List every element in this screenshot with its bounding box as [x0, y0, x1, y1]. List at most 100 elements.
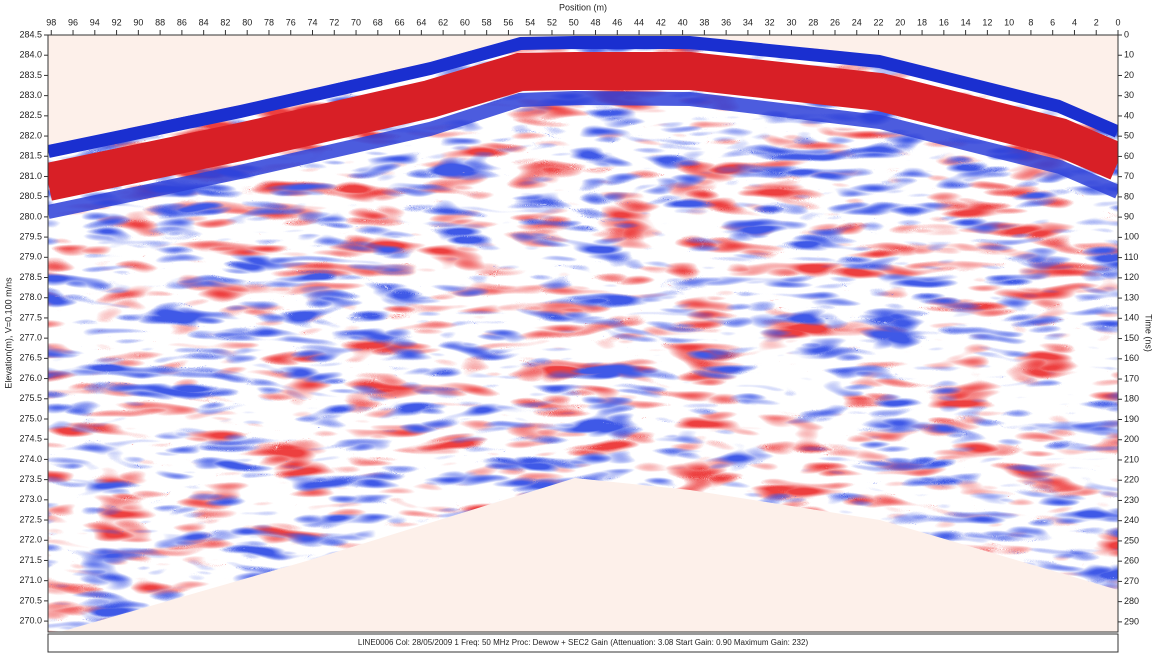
y2-tick-label: 180	[1124, 394, 1139, 404]
y2-tick-label: 280	[1124, 596, 1139, 606]
y-tick-label: 272.0	[19, 535, 42, 545]
y2-tick-label: 0	[1124, 29, 1129, 39]
y-tick-label: 278.5	[19, 272, 42, 282]
radargram	[48, 36, 1118, 632]
x-tick-label: 44	[634, 17, 644, 27]
x-tick-label: 60	[460, 17, 470, 27]
x-tick-label: 20	[895, 17, 905, 27]
y2-tick-label: 20	[1124, 70, 1134, 80]
x-tick-label: 76	[286, 17, 296, 27]
y-tick-label: 283.0	[19, 90, 42, 100]
y-axis-label: Elevation(m), V=0.100 m/ns	[3, 277, 13, 389]
y-tick-label: 276.0	[19, 373, 42, 383]
y2-tick-label: 260	[1124, 556, 1139, 566]
surface-band	[48, 36, 1118, 158]
x-tick-label: 62	[438, 17, 448, 27]
y-tick-label: 271.0	[19, 575, 42, 585]
y2-tick-label: 290	[1124, 616, 1139, 626]
x-tick-label: 38	[699, 17, 709, 27]
y-tick-label: 281.0	[19, 171, 42, 181]
x-tick-label: 56	[503, 17, 513, 27]
surface-band	[48, 90, 1118, 219]
x-tick-label: 18	[917, 17, 927, 27]
x-tick-label: 36	[721, 17, 731, 27]
x-tick-label: 34	[743, 17, 753, 27]
x-tick-label: 90	[133, 17, 143, 27]
y-tick-label: 277.5	[19, 312, 42, 322]
x-tick-label: 10	[1004, 17, 1014, 27]
x-tick-label: 14	[961, 17, 971, 27]
x-tick-label: 48	[591, 17, 601, 27]
y2-tick-label: 270	[1124, 576, 1139, 586]
y-tick-label: 276.5	[19, 353, 42, 363]
y-tick-label: 280.5	[19, 191, 42, 201]
y2-tick-label: 140	[1124, 313, 1139, 323]
x-tick-label: 0	[1115, 17, 1120, 27]
y-tick-label: 273.0	[19, 494, 42, 504]
y-tick-label: 279.5	[19, 231, 42, 241]
y-tick-label: 279.0	[19, 252, 42, 262]
x-tick-label: 88	[155, 17, 165, 27]
surface-band	[48, 52, 1118, 201]
x-tick-label: 40	[678, 17, 688, 27]
y-tick-label: 280.0	[19, 211, 42, 221]
x-tick-label: 74	[307, 17, 317, 27]
y2-tick-label: 10	[1124, 50, 1134, 60]
y2-tick-label: 110	[1124, 252, 1138, 262]
x-tick-label: 96	[68, 17, 78, 27]
y-tick-label: 275.5	[19, 393, 42, 403]
x-tick-label: 92	[112, 17, 122, 27]
x-tick-label: 52	[547, 17, 557, 27]
y2-tick-label: 60	[1124, 151, 1134, 161]
y2-tick-label: 220	[1124, 475, 1139, 485]
y-tick-label: 270.5	[19, 595, 42, 605]
x-tick-label: 94	[90, 17, 100, 27]
y2-tick-label: 90	[1124, 212, 1134, 222]
x-tick-label: 2	[1094, 17, 1099, 27]
y2-tick-label: 50	[1124, 131, 1134, 141]
x-tick-label: 30	[786, 17, 796, 27]
plot-frame	[47, 34, 1119, 633]
x-tick-label: 82	[220, 17, 230, 27]
y-tick-label: 281.5	[19, 151, 42, 161]
y2-tick-label: 170	[1124, 373, 1139, 383]
x-tick-label: 98	[46, 17, 56, 27]
y-tick-label: 271.5	[19, 555, 42, 565]
y-tick-label: 275.0	[19, 413, 42, 423]
y-tick-label: 284.0	[19, 50, 42, 60]
footer: LINE0006 Col: 28/05/2009 1 Freq: 50 MHz …	[358, 638, 809, 647]
y-tick-label: 282.0	[19, 130, 42, 140]
x-tick-label: 58	[482, 17, 492, 27]
y-tick-label: 278.0	[19, 292, 42, 302]
y-tick-label: 282.5	[19, 110, 42, 120]
y-tick-label: 274.5	[19, 434, 42, 444]
y2-tick-label: 130	[1124, 292, 1139, 302]
x-axis-label: Position (m)	[559, 2, 607, 12]
y2-tick-label: 120	[1124, 272, 1139, 282]
x-tick-label: 46	[612, 17, 622, 27]
x-tick-label: 50	[569, 17, 579, 27]
y2-tick-label: 40	[1124, 110, 1134, 120]
y2-axis-label: Time (ns)	[1144, 314, 1154, 352]
y2-tick-label: 210	[1124, 454, 1139, 464]
y2-tick-label: 160	[1124, 353, 1139, 363]
x-tick-label: 8	[1028, 17, 1033, 27]
x-tick-label: 26	[830, 17, 840, 27]
y2-tick-label: 150	[1124, 333, 1139, 343]
y2-tick-label: 80	[1124, 191, 1134, 201]
y2-tick-label: 240	[1124, 515, 1139, 525]
x-tick-label: 28	[808, 17, 818, 27]
y-tick-label: 272.5	[19, 514, 42, 524]
y-tick-label: 270.0	[19, 615, 42, 625]
x-tick-label: 42	[656, 17, 666, 27]
y2-tick-label: 70	[1124, 171, 1134, 181]
x-tick-label: 68	[373, 17, 383, 27]
x-tick-label: 4	[1072, 17, 1077, 27]
x-tick-label: 22	[874, 17, 884, 27]
y-tick-label: 284.5	[19, 29, 42, 39]
x-tick-label: 24	[852, 17, 862, 27]
x-tick-label: 70	[351, 17, 361, 27]
x-tick-label: 32	[765, 17, 775, 27]
x-tick-label: 84	[199, 17, 209, 27]
